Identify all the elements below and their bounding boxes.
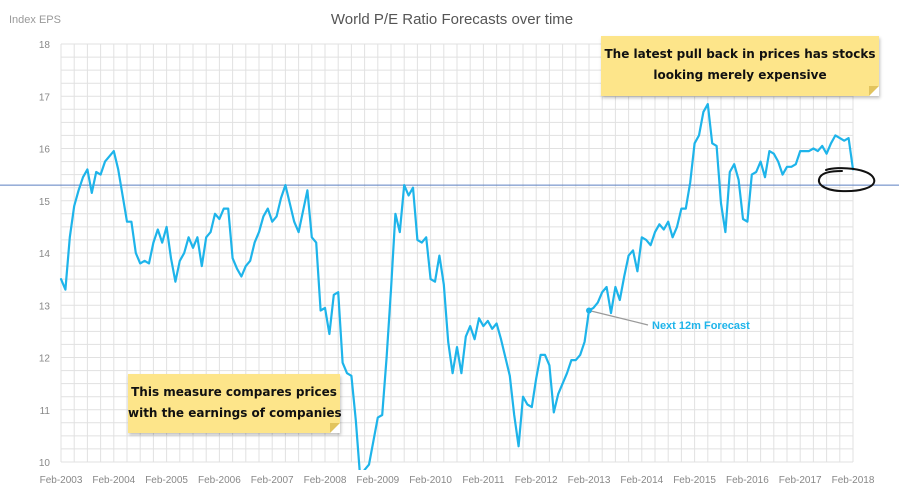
x-tick-label: Feb-2005 (145, 475, 188, 486)
callout-leader-line (588, 309, 649, 326)
x-tick-label: Feb-2009 (356, 475, 399, 486)
y-tick-label: 16 (39, 145, 51, 156)
x-tick-label: Feb-2004 (92, 475, 135, 486)
x-tick-label: Feb-2016 (726, 475, 769, 486)
x-tick-label: Feb-2018 (832, 475, 875, 486)
callout-label: Next 12m Forecast (652, 320, 750, 332)
x-tick-label: Feb-2012 (515, 475, 558, 486)
highlight-circle (818, 167, 876, 193)
y-tick-label: 12 (39, 354, 51, 365)
x-tick-label: Feb-2003 (40, 475, 83, 486)
note-line: with the earnings of companies (128, 406, 342, 420)
y-tick-label: 14 (39, 249, 51, 260)
note-line: looking merely expensive (653, 68, 827, 82)
y-tick-label: 15 (39, 197, 51, 208)
annotation-layer: Next 12m Forecast (586, 167, 876, 332)
x-tick-label: Feb-2010 (409, 475, 452, 486)
x-tick-label: Feb-2015 (673, 475, 716, 486)
x-tick-label: Feb-2011 (462, 475, 505, 486)
x-tick-label: Feb-2007 (251, 475, 294, 486)
sticky-note-measure-explanation: This measure compares prices with the ea… (128, 374, 342, 433)
sticky-note-latest-pullback: The latest pull back in prices has stock… (601, 36, 879, 96)
x-axis-ticks: Feb-2003 Feb-2004 Feb-2005 Feb-2006 Feb-2007… (40, 475, 875, 486)
y-tick-label: 13 (39, 301, 51, 312)
y-tick-label: 11 (40, 406, 51, 417)
y-axis-ticks: 10 11 12 13 14 15 16 17 18 (39, 40, 51, 469)
series-layer (59, 103, 855, 470)
note-line: This measure compares prices (131, 385, 337, 399)
chart-title: World P/E Ratio Forecasts over time (331, 11, 573, 28)
note-line: The latest pull back in prices has stock… (604, 47, 876, 61)
x-tick-label: Feb-2013 (568, 475, 611, 486)
y-tick-label: 10 (39, 458, 51, 469)
x-tick-label: Feb-2006 (198, 475, 241, 486)
x-tick-label: Feb-2008 (304, 475, 347, 486)
y-tick-label: 17 (39, 92, 51, 103)
x-tick-label: Feb-2017 (779, 475, 822, 486)
corner-label: Index EPS (9, 14, 61, 26)
x-tick-label: Feb-2014 (620, 475, 663, 486)
series-line (59, 103, 855, 470)
y-tick-label: 18 (39, 40, 51, 51)
callout-point (586, 307, 592, 314)
